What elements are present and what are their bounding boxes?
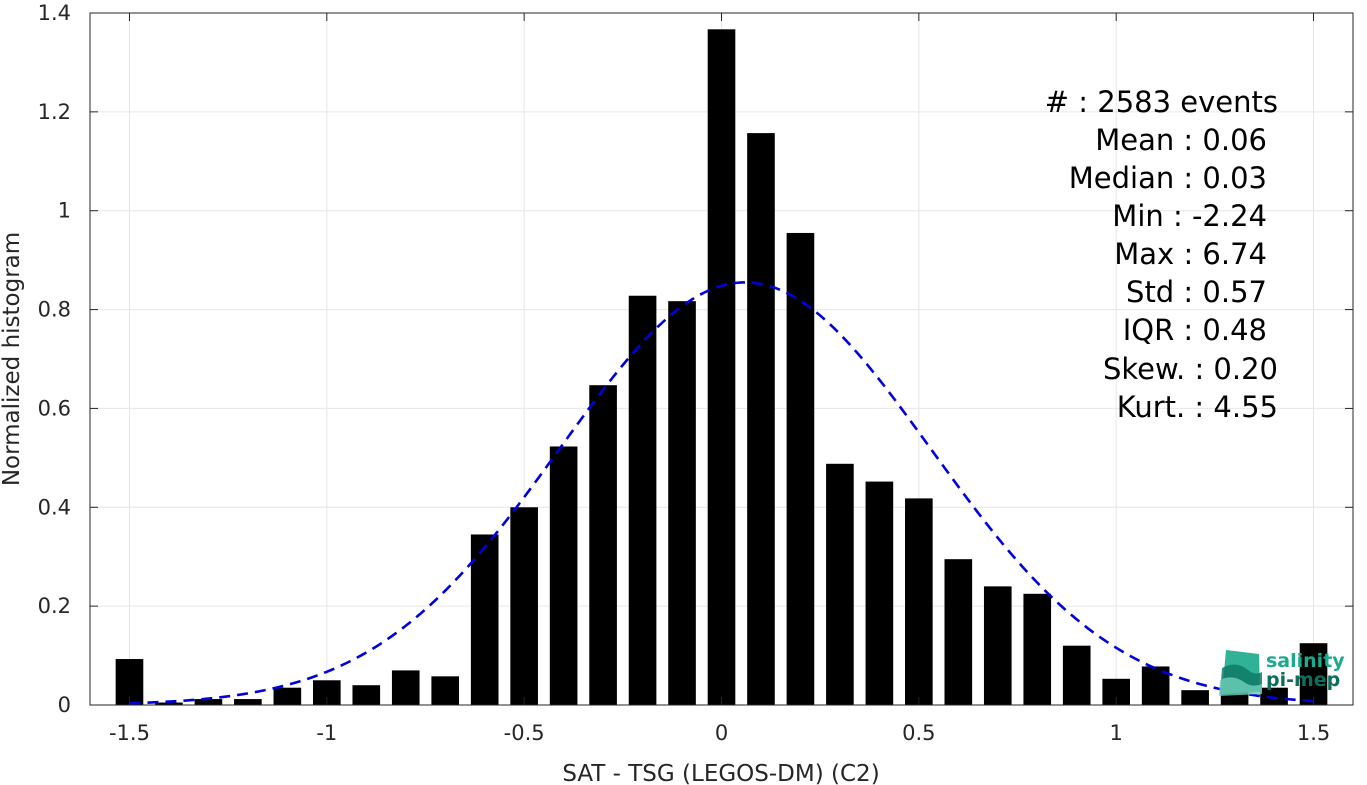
bar-10	[510, 507, 538, 705]
logo-line-2: pi-mep	[1266, 669, 1340, 691]
bar-24	[1062, 645, 1091, 705]
bar-15	[707, 29, 736, 706]
x-tick-label-6: 1.5	[1297, 721, 1330, 745]
bar-22	[983, 586, 1012, 705]
bar-4	[273, 687, 302, 705]
x-tick-label-0: -1.5	[109, 721, 150, 745]
stat-median: Median : 0.03	[1069, 161, 1267, 195]
x-axis-ticks: -1.5 -1 -0.5 0 0.5 1 1.5	[109, 13, 1330, 745]
stat-min: Min : -2.24	[1112, 199, 1267, 233]
wave-icon	[1219, 650, 1262, 696]
stat-skew: Skew. : 0.20	[1103, 352, 1278, 386]
x-tick-label-5: 1	[1110, 721, 1123, 745]
bar-1	[155, 702, 183, 705]
gaussian-fit-curve	[129, 281, 1314, 705]
bars	[115, 29, 1328, 706]
stats-box: # : 2583 events Mean : 0.06 Median : 0.0…	[1045, 85, 1278, 424]
stat-count: # : 2583 events	[1045, 85, 1278, 119]
stat-kurt: Kurt. : 4.55	[1117, 390, 1278, 424]
salinity-pi-mep-logo: salinity pi-mep	[1219, 650, 1345, 696]
x-tick-label-1: -1	[316, 721, 337, 745]
bar-17	[786, 232, 815, 705]
bar-12	[589, 385, 617, 705]
stat-mean: Mean : 0.06	[1095, 123, 1267, 157]
bar-13	[628, 295, 657, 705]
y-tick-label-6: 1.2	[38, 100, 71, 124]
y-axis-ticks: 0 0.2 0.4 0.6 0.8 1 1.2 1.4	[38, 1, 1353, 717]
bar-7	[391, 670, 420, 705]
bar-11	[549, 446, 578, 705]
bar-18	[826, 463, 854, 705]
stat-std: Std : 0.57	[1126, 275, 1267, 309]
bar-20	[905, 498, 933, 705]
bar-8	[431, 676, 460, 705]
y-tick-label-5: 1	[58, 199, 71, 223]
y-tick-label-7: 1.4	[38, 1, 71, 25]
bar-2	[194, 699, 223, 705]
x-tick-label-4: 0.5	[902, 721, 935, 745]
y-tick-label-0: 0	[58, 693, 71, 717]
bar-27	[1181, 690, 1209, 705]
y-tick-label-2: 0.4	[38, 495, 71, 519]
bar-19	[865, 481, 894, 705]
bar-23	[1023, 593, 1052, 705]
x-tick-label-2: -0.5	[504, 721, 545, 745]
bar-16	[747, 133, 775, 705]
stat-iqr: IQR : 0.48	[1123, 313, 1267, 347]
bar-29	[1260, 687, 1288, 705]
y-tick-label-4: 0.8	[38, 298, 71, 322]
x-axis-label: SAT - TSG (LEGOS-DM) (C2)	[562, 761, 879, 785]
x-tick-label-3: 0	[715, 721, 728, 745]
bar-30	[1299, 643, 1328, 705]
bar-14	[668, 301, 696, 705]
bar-3	[234, 699, 262, 705]
y-tick-label-3: 0.6	[38, 396, 71, 420]
logo-line-1: salinity	[1266, 650, 1345, 672]
bar-6	[352, 685, 381, 705]
bar-9	[470, 534, 499, 705]
bar-21	[944, 559, 973, 705]
stat-max: Max : 6.74	[1114, 237, 1267, 271]
y-tick-label-1: 0.2	[38, 594, 71, 618]
y-axis-label: Normalized histogram	[0, 232, 25, 486]
